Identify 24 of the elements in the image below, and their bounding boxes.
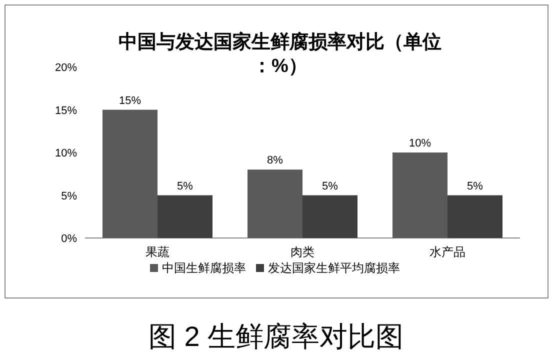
bar	[248, 170, 302, 238]
y-tick-label: 0%	[61, 233, 78, 245]
data-label: 8%	[267, 154, 284, 167]
chart-title: 中国与发达国家生鲜腐损率对比（单位：%）	[118, 31, 442, 77]
bar	[392, 152, 448, 238]
bar	[302, 195, 358, 238]
y-tick-label: 10%	[54, 148, 78, 160]
bar	[102, 110, 158, 238]
caption: 图 2 生鲜腐率对比图	[148, 321, 404, 352]
data-label: 5%	[177, 180, 194, 192]
x-tick-label: 水产品	[430, 245, 466, 259]
data-label: 15%	[118, 94, 142, 107]
x-tick-label: 果蔬	[146, 245, 170, 259]
legend-label: 发达国家生鲜平均腐损率	[268, 261, 400, 275]
data-label: 5%	[322, 180, 338, 192]
x-tick-label: 肉类	[290, 245, 314, 259]
y-tick-label: 5%	[61, 190, 78, 202]
y-tick-label: 15%	[54, 104, 78, 117]
y-tick-label: 20%	[54, 62, 78, 74]
data-label: 5%	[467, 180, 484, 192]
bar	[448, 195, 502, 238]
bar	[158, 195, 212, 238]
legend-label: 中国生鲜腐损率	[162, 261, 246, 275]
data-label: 10%	[408, 138, 432, 150]
